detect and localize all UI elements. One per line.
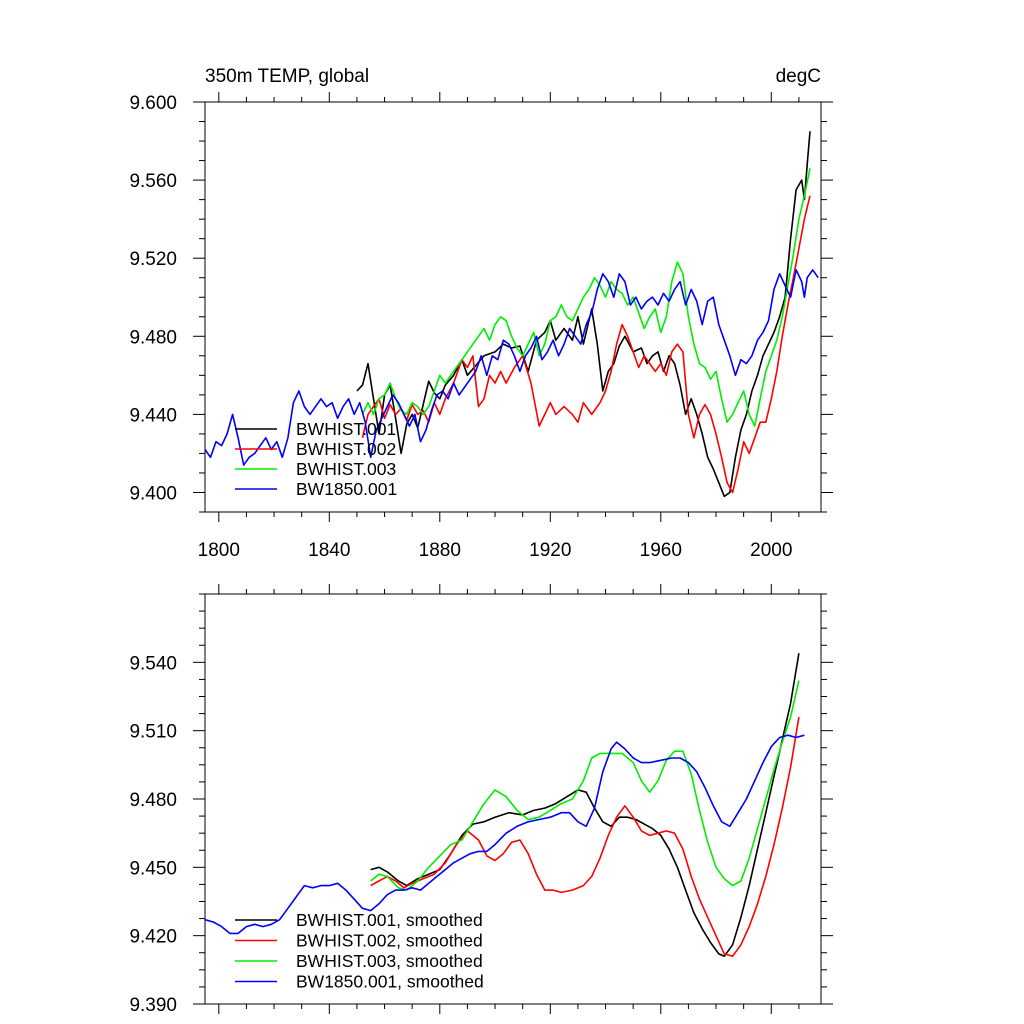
top-y-tick-label: 9.600 <box>129 93 177 114</box>
bottom-y-tick-labels: 9.390 9.420 9.450 9.480 9.510 9.540 <box>129 653 177 1016</box>
bottom-y-tick-label: 9.420 <box>129 927 177 948</box>
top-plot-frame <box>204 101 822 513</box>
top-y-tick-label: 9.480 <box>129 327 177 348</box>
top-legend-label: BWHIST.003 <box>296 459 396 479</box>
bottom-y-tick-label: 9.450 <box>129 858 177 879</box>
top-x-tick-label: 1840 <box>308 540 350 561</box>
top-y-tick-label: 9.520 <box>129 249 177 270</box>
top-y-tick-label: 9.440 <box>129 405 177 426</box>
top-y-tick-label: 9.560 <box>129 171 177 192</box>
top-legend-label: BWHIST.002 <box>296 439 396 459</box>
top-x-tick-labels: 1800 1840 1880 1920 1960 2000 <box>198 540 793 561</box>
top-x-tick-label: 1960 <box>640 540 682 561</box>
bottom-y-tick-label: 9.510 <box>129 722 177 743</box>
bottom-series-line-2 <box>370 716 800 957</box>
bottom-y-tick-label: 9.390 <box>129 995 177 1016</box>
bottom-legend-label: BWHIST.003, smoothed <box>296 951 483 971</box>
bottom-legend-label: BWHIST.002, smoothed <box>296 931 483 951</box>
bottom-y-tick-label: 9.540 <box>129 653 177 674</box>
top-y-tick-label: 9.400 <box>129 483 177 504</box>
bottom-series-line-4 <box>204 734 805 935</box>
top-y-tick-labels: 9.400 9.440 9.480 9.520 9.560 9.600 <box>129 93 177 504</box>
top-panel-title: 350m TEMP, global <box>205 66 369 87</box>
bottom-legend-label: BW1850.001, smoothed <box>296 972 484 992</box>
top-x-tick-label: 1880 <box>419 540 461 561</box>
top-x-tick-label: 1800 <box>198 540 240 561</box>
bottom-axis-ticks <box>193 584 833 1014</box>
top-x-tick-label: 2000 <box>750 540 792 561</box>
bottom-y-tick-label: 9.480 <box>129 790 177 811</box>
top-panel-units: degC <box>776 66 821 87</box>
top-series-line-3 <box>361 168 811 427</box>
bottom-legend-label: BWHIST.001, smoothed <box>296 910 483 930</box>
top-legend-label: BWHIST.001 <box>296 419 396 439</box>
top-x-tick-label: 1920 <box>529 540 571 561</box>
top-axis-ticks <box>193 92 833 522</box>
top-panel: 350m TEMP, global degC 9.400 9.440 9.480… <box>129 66 833 561</box>
top-legend-label: BW1850.001 <box>296 479 397 499</box>
top-series-line-1 <box>356 131 811 498</box>
top-series-line-2 <box>361 195 811 494</box>
bottom-panel: 9.390 9.420 9.450 9.480 9.510 9.540 BWHI… <box>129 584 833 1016</box>
top-series-lines <box>204 131 819 498</box>
top-series-line-4 <box>204 269 819 466</box>
bottom-series-line-3 <box>370 680 800 891</box>
bottom-series-lines <box>204 653 805 957</box>
